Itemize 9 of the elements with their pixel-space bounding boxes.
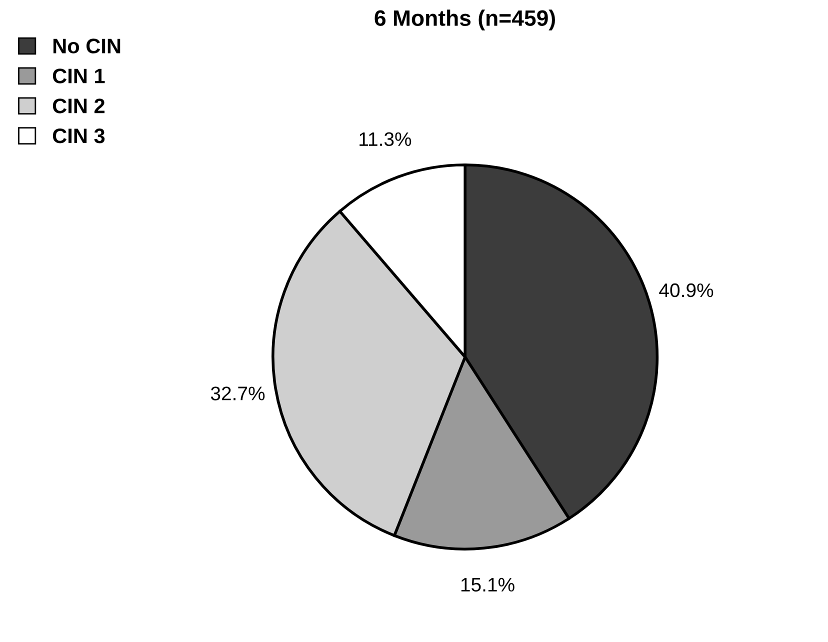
data-label: 15.1% <box>461 578 514 592</box>
data-label: 32.7% <box>210 386 265 400</box>
data-label: 40.9% <box>659 283 714 298</box>
legend-label: CIN 1 <box>52 68 105 84</box>
legend-label: CIN 2 <box>52 98 104 114</box>
legend-label: CIN 3 <box>52 128 105 144</box>
data-label: 11.3% <box>360 132 412 146</box>
chart-title: 6 Months (n=459) <box>374 10 555 30</box>
legend-label: No CIN <box>53 38 120 54</box>
